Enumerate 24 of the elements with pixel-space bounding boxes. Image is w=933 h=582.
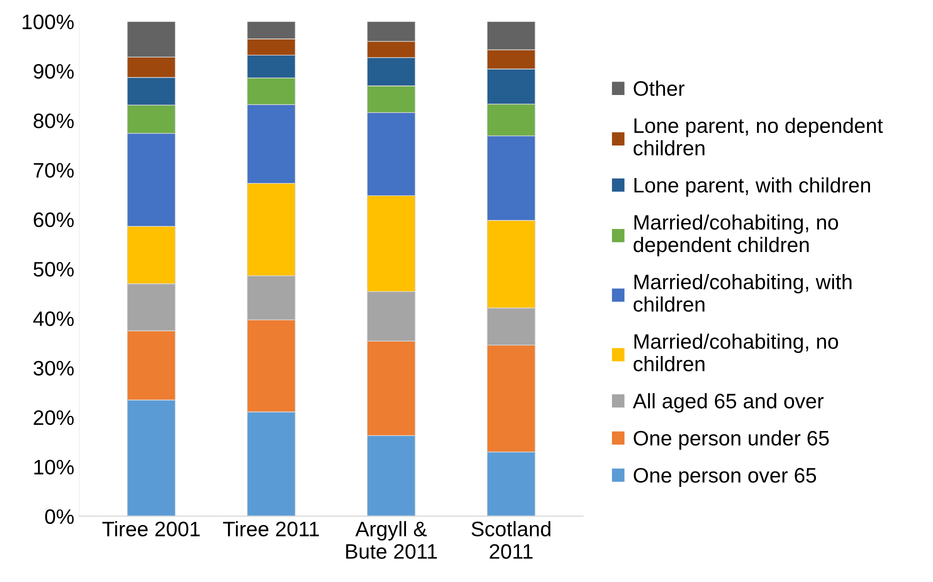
y-tick-label: 40% (33, 311, 74, 326)
legend-label: One person over 65 (634, 468, 816, 487)
y-tick-label: 90% (34, 64, 74, 79)
legend-label: All aged 65 and over (632, 393, 824, 413)
legend-label: Married/cohabiting, no dependent children (634, 214, 838, 256)
x-tick-label: Tiree 2011 (223, 521, 319, 536)
legend-label: Lone parent, with children (634, 177, 870, 197)
y-tick-label: 60% (34, 212, 74, 228)
y-tick-label: 0% (45, 509, 74, 524)
y-tick-label: 20% (34, 410, 74, 426)
y-tick-label: 30% (34, 360, 74, 376)
y-tick-label: 100% (22, 14, 74, 30)
y-tick-label: 70% (34, 162, 74, 178)
legend-label: Married/cohabiting, with children (634, 274, 852, 312)
y-tick-label: 10% (34, 460, 74, 475)
y-tick-label: 80% (34, 113, 74, 128)
x-tick-label: Tiree 2001 (102, 521, 200, 536)
legend-label: One person under 65 (634, 430, 829, 450)
legend-label: Married/cohabiting, no children (634, 334, 838, 372)
x-tick-label: Scotland 2011 (472, 521, 550, 559)
legend-label: Lone parent, no dependent children (634, 118, 883, 156)
x-tick-label: Argyll & Bute 2011 (346, 521, 437, 559)
legend-label: Other (634, 80, 685, 96)
y-tick-label: 50% (34, 262, 74, 277)
